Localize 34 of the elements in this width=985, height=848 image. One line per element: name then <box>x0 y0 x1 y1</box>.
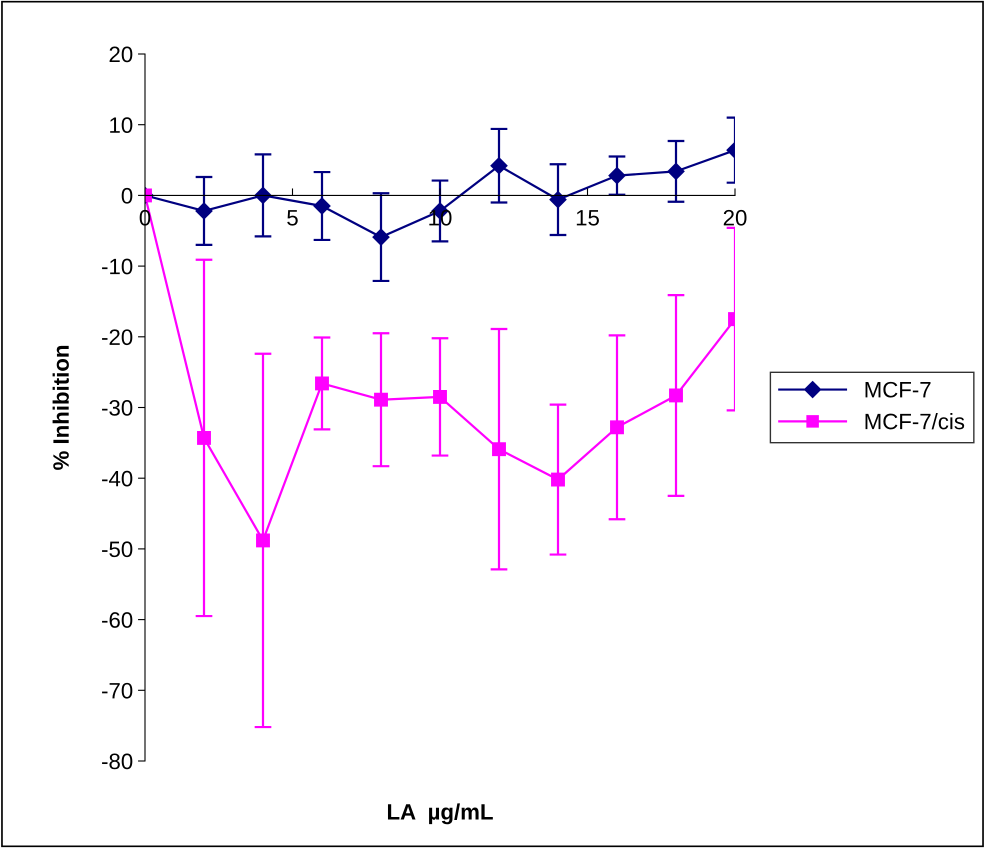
point <box>490 157 508 174</box>
point <box>433 390 447 404</box>
point <box>195 202 213 220</box>
point <box>608 167 626 184</box>
point <box>551 472 565 487</box>
point <box>492 442 506 456</box>
point <box>669 388 683 402</box>
legend-label: MCF-7 <box>866 382 931 398</box>
y-tick-label: 20 <box>110 46 132 62</box>
point <box>610 420 624 434</box>
point <box>197 430 211 445</box>
legend-label: MCF-7/cis <box>866 413 964 430</box>
point <box>374 392 388 407</box>
y-tick-label: -40 <box>102 470 132 486</box>
y-tick-label: 0 <box>122 188 132 204</box>
y-tick-label: -80 <box>102 754 132 770</box>
y-axis-title: % Inhibition <box>52 346 69 470</box>
point <box>549 191 567 208</box>
x-tick-label: 20 <box>724 210 746 226</box>
point <box>315 376 329 390</box>
point <box>667 162 685 180</box>
y-tick-label: -70 <box>102 682 132 699</box>
point <box>256 533 270 548</box>
y-tick-label: -20 <box>102 329 132 346</box>
x-tick-label: 15 <box>576 210 599 226</box>
y-tick-label: -50 <box>102 541 132 558</box>
y-tick-label: -30 <box>102 400 132 416</box>
point <box>372 228 390 246</box>
x-tick-label: 5 <box>287 210 298 226</box>
y-tick-label: 10 <box>110 117 132 133</box>
y-tick-label: -10 <box>102 258 132 274</box>
x-axis-title: LA µg/mL <box>388 803 493 824</box>
y-tick-label: -60 <box>102 612 132 628</box>
point <box>313 197 331 215</box>
